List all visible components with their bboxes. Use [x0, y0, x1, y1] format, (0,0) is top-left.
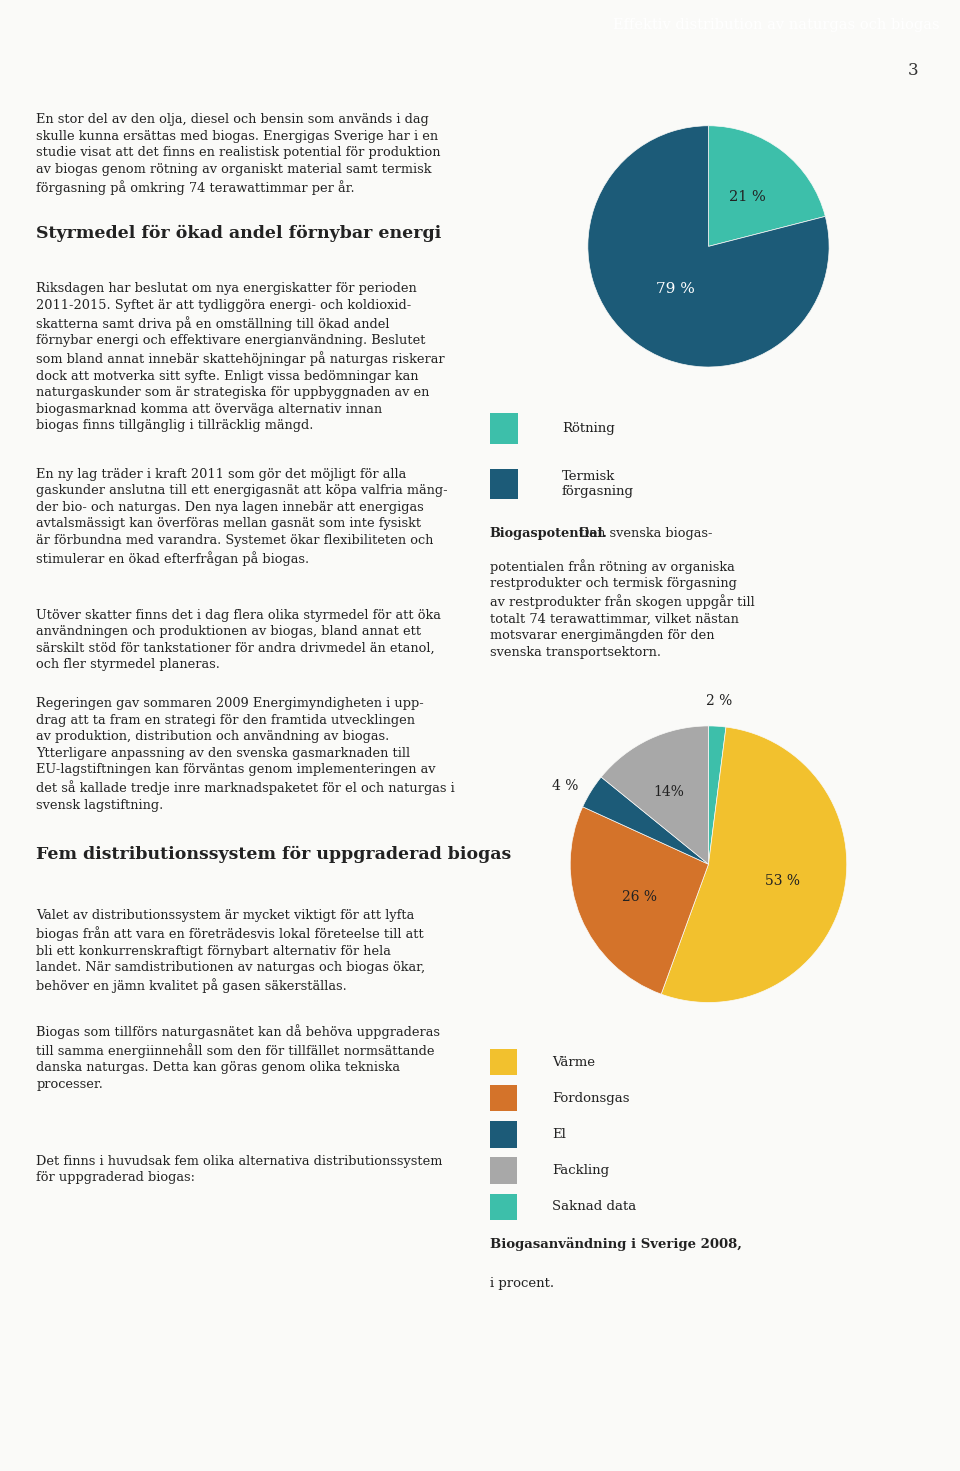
Bar [490, 1086, 516, 1112]
Text: Valet av distributionssystem är mycket viktigt för att lyfta
biogas från att var: Valet av distributionssystem är mycket v… [36, 909, 425, 993]
Text: Biogaspotential.: Biogaspotential. [490, 527, 608, 540]
Bar [490, 1121, 516, 1147]
Text: 26 %: 26 % [622, 890, 658, 903]
Wedge shape [708, 125, 826, 246]
Text: Styrmedel för ökad andel förnybar energi: Styrmedel för ökad andel förnybar energi [36, 225, 442, 243]
Text: i procent.: i procent. [490, 1277, 554, 1290]
Text: 53 %: 53 % [765, 874, 801, 888]
Text: En ny lag träder i kraft 2011 som gör det möjligt för alla
gaskunder anslutna ti: En ny lag träder i kraft 2011 som gör de… [36, 468, 448, 566]
Wedge shape [583, 777, 708, 865]
Bar [490, 413, 518, 444]
Bar [490, 1158, 516, 1184]
Text: Regeringen gav sommaren 2009 Energimyndigheten i upp-
drag att ta fram en strate: Regeringen gav sommaren 2009 Energimyndi… [36, 697, 455, 812]
Text: 21 %: 21 % [729, 190, 765, 204]
Text: Rötning: Rötning [562, 422, 614, 435]
Text: Effektiv distribution av naturgas och biogas: Effektiv distribution av naturgas och bi… [613, 18, 940, 32]
Text: Fackling: Fackling [552, 1164, 609, 1177]
Bar [490, 1049, 516, 1075]
Text: Utöver skatter finns det i dag flera olika styrmedel för att öka
användningen oc: Utöver skatter finns det i dag flera oli… [36, 609, 442, 671]
Text: Saknad data: Saknad data [552, 1200, 636, 1214]
Text: potentialen från rötning av organiska
restprodukter och termisk förgasning
av re: potentialen från rötning av organiska re… [490, 559, 755, 659]
Text: 4 %: 4 % [552, 778, 579, 793]
Text: Den svenska biogas-: Den svenska biogas- [575, 527, 712, 540]
Wedge shape [570, 806, 708, 994]
Text: Riksdagen har beslutat om nya energiskatter för perioden
2011-2015. Syftet är at: Riksdagen har beslutat om nya energiskat… [36, 282, 445, 432]
Text: Biogas som tillförs naturgasnätet kan då behöva uppgraderas
till samma energiinn: Biogas som tillförs naturgasnätet kan då… [36, 1024, 441, 1090]
Text: Termisk
förgasning: Termisk förgasning [562, 469, 634, 499]
Text: Fordonsgas: Fordonsgas [552, 1091, 629, 1105]
Text: 79 %: 79 % [656, 282, 695, 296]
Bar [490, 1193, 516, 1219]
Wedge shape [601, 727, 708, 865]
Text: Biogasanvändning i Sverige 2008,: Biogasanvändning i Sverige 2008, [490, 1237, 741, 1252]
Text: En stor del av den olja, diesel och bensin som används i dag
skulle kunna ersätt: En stor del av den olja, diesel och bens… [36, 113, 441, 194]
Text: 3: 3 [908, 62, 919, 79]
Text: 2 %: 2 % [706, 694, 732, 709]
Wedge shape [661, 727, 847, 1002]
Text: Fem distributionssystem för uppgraderad biogas: Fem distributionssystem för uppgraderad … [36, 846, 512, 863]
Bar [490, 468, 518, 500]
Text: Värme: Värme [552, 1056, 595, 1068]
Wedge shape [588, 125, 829, 366]
Text: 14%: 14% [653, 784, 684, 799]
Text: Det finns i huvudsak fem olika alternativa distributionssystem
för uppgraderad b: Det finns i huvudsak fem olika alternati… [36, 1155, 443, 1184]
Wedge shape [708, 727, 726, 865]
Text: El: El [552, 1128, 565, 1141]
